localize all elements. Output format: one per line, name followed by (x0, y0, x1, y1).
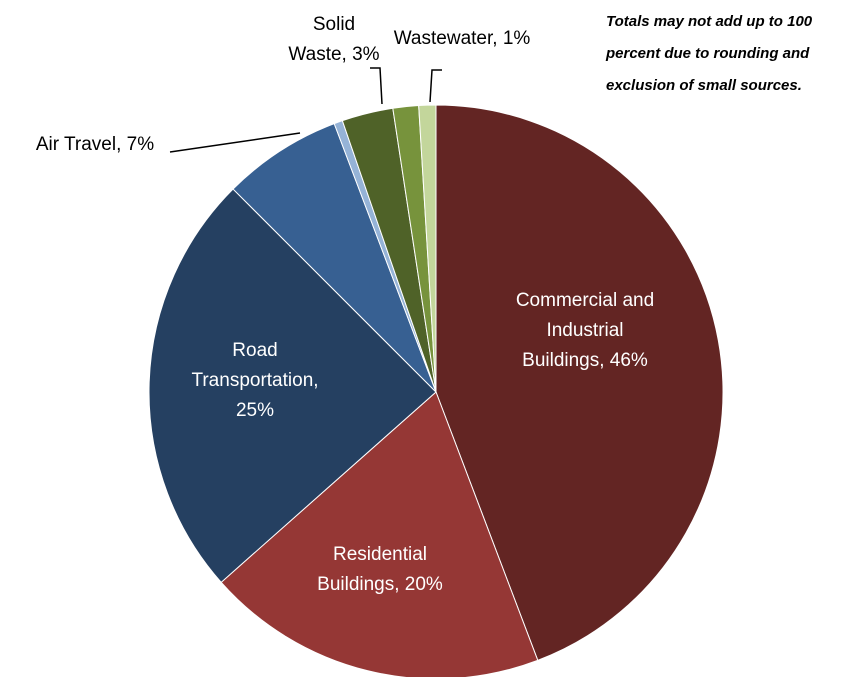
annotation: Totals may not add up to 100 percent due… (606, 13, 813, 94)
slice-label: Commercial and Industrial Buildings, 46% (515, 290, 655, 371)
slice-label: Air Travel, 7% (35, 134, 155, 155)
leader-line (429, 69, 442, 103)
pie-slice (418, 104, 437, 393)
slice-label: Wastewater, 1% (393, 28, 531, 49)
pie-slice (435, 104, 724, 661)
slice-label: Road Transportation, 25% (191, 340, 319, 421)
slice-label: Solid Waste, 3% (288, 14, 380, 65)
leader-line (169, 132, 301, 153)
slice-label: Residential Buildings, 20% (317, 544, 443, 595)
pie-slice (220, 391, 539, 677)
pie-slice (232, 123, 437, 393)
leader-line (370, 67, 383, 105)
pie-slice (148, 188, 437, 584)
